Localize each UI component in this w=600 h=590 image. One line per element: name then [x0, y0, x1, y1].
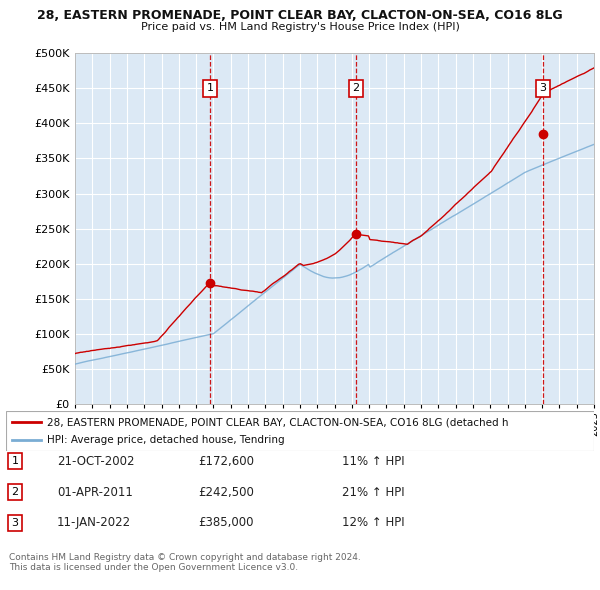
Text: This data is licensed under the Open Government Licence v3.0.: This data is licensed under the Open Gov…	[9, 563, 298, 572]
Text: 1: 1	[11, 457, 19, 466]
Text: 28, EASTERN PROMENADE, POINT CLEAR BAY, CLACTON-ON-SEA, CO16 8LG: 28, EASTERN PROMENADE, POINT CLEAR BAY, …	[37, 9, 563, 22]
Text: Contains HM Land Registry data © Crown copyright and database right 2024.: Contains HM Land Registry data © Crown c…	[9, 553, 361, 562]
Text: 12% ↑ HPI: 12% ↑ HPI	[342, 516, 404, 529]
Text: 21% ↑ HPI: 21% ↑ HPI	[342, 486, 404, 499]
Text: 2: 2	[11, 487, 19, 497]
Text: 01-APR-2011: 01-APR-2011	[57, 486, 133, 499]
Text: 11% ↑ HPI: 11% ↑ HPI	[342, 455, 404, 468]
Text: 3: 3	[11, 518, 19, 527]
Text: 28, EASTERN PROMENADE, POINT CLEAR BAY, CLACTON-ON-SEA, CO16 8LG (detached h: 28, EASTERN PROMENADE, POINT CLEAR BAY, …	[47, 418, 509, 428]
Text: Price paid vs. HM Land Registry's House Price Index (HPI): Price paid vs. HM Land Registry's House …	[140, 22, 460, 32]
Text: £242,500: £242,500	[198, 486, 254, 499]
Text: 11-JAN-2022: 11-JAN-2022	[57, 516, 131, 529]
Text: 21-OCT-2002: 21-OCT-2002	[57, 455, 134, 468]
Text: 3: 3	[539, 83, 546, 93]
Text: 1: 1	[206, 83, 214, 93]
Text: HPI: Average price, detached house, Tendring: HPI: Average price, detached house, Tend…	[47, 435, 285, 445]
FancyBboxPatch shape	[6, 411, 594, 451]
Text: £385,000: £385,000	[198, 516, 254, 529]
Text: £172,600: £172,600	[198, 455, 254, 468]
Text: 2: 2	[353, 83, 359, 93]
